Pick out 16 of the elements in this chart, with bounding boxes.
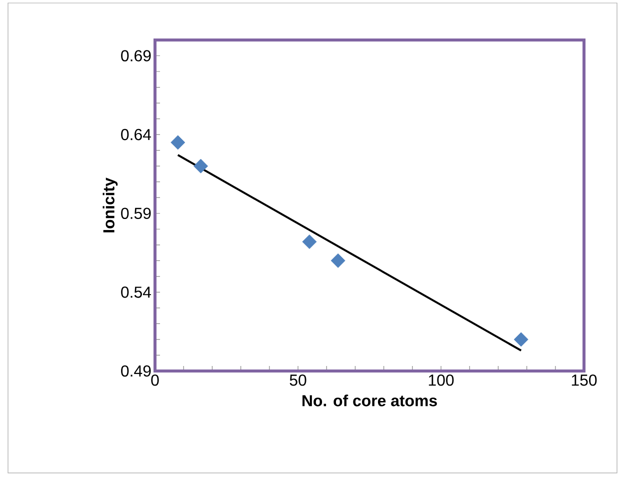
x-axis-title: No. of core atoms: [302, 394, 437, 406]
y-tick-label: 0.54: [121, 286, 152, 298]
x-tick-label: 50: [290, 374, 306, 386]
point: [330, 253, 346, 268]
y-axis-title: Ionicity: [102, 178, 118, 232]
point: [514, 332, 528, 347]
x-tick-label: 0: [151, 374, 159, 386]
point: [194, 158, 208, 174]
y-tick-label: 0.64: [121, 128, 152, 140]
x-tick-label: 100: [428, 374, 454, 386]
y-tick-label: 0.59: [121, 208, 151, 220]
point: [170, 135, 186, 150]
y-tick-label: 0.69: [121, 50, 151, 62]
x-tick-label: 150: [572, 374, 597, 386]
point: [302, 234, 317, 249]
y-tick-label: 0.49: [121, 365, 151, 377]
